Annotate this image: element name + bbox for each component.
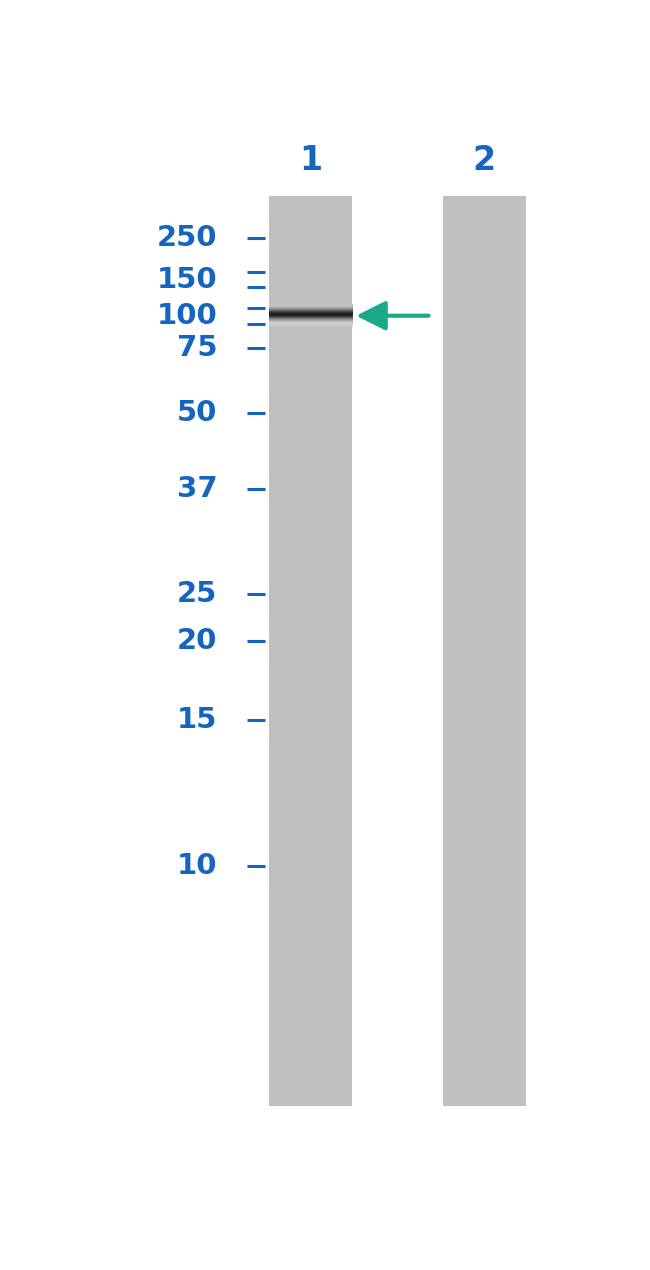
Text: 150: 150	[157, 265, 217, 293]
Text: 25: 25	[177, 580, 217, 608]
Text: 250: 250	[157, 225, 217, 253]
Text: 37: 37	[177, 475, 217, 503]
Text: 50: 50	[177, 400, 217, 428]
Text: 10: 10	[177, 852, 217, 880]
Bar	[269, 197, 352, 1106]
Text: 75: 75	[177, 334, 217, 362]
Text: 100: 100	[157, 302, 217, 330]
Bar	[443, 197, 526, 1106]
Text: 15: 15	[177, 706, 217, 734]
Text: 1: 1	[299, 144, 322, 177]
Text: 2: 2	[473, 144, 496, 177]
Text: 20: 20	[177, 627, 217, 655]
